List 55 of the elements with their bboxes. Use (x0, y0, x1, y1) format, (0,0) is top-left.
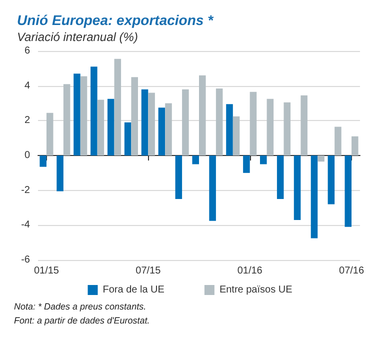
bar (352, 136, 358, 156)
bar (148, 92, 155, 156)
bar (97, 100, 104, 156)
bar (344, 156, 352, 227)
bar (175, 156, 182, 200)
x-tick-label: 01/16 (237, 266, 263, 276)
bar (114, 58, 122, 156)
bar (266, 98, 274, 156)
x-tick-label: 07/15 (136, 266, 162, 276)
y-tick-label: 4 (24, 80, 30, 92)
bar (243, 156, 250, 173)
bar (318, 156, 324, 162)
bar (226, 104, 233, 156)
bar (199, 75, 206, 156)
bar (284, 102, 291, 156)
bar (216, 88, 223, 156)
bar (141, 89, 148, 156)
text: Nota: * Dades a preus constants. (14, 302, 146, 312)
y-tick-label: 6 (24, 46, 30, 56)
bar (192, 156, 199, 164)
x-tick-label: 01/15 (34, 266, 60, 276)
bar (40, 156, 46, 167)
bar (300, 95, 308, 156)
bar (232, 116, 240, 156)
y-tick-label: 0 (24, 150, 30, 161)
bar (56, 156, 64, 192)
x-tick-label: 07/16 (339, 266, 364, 276)
bar (158, 108, 166, 156)
y-tick-label: -4 (21, 220, 30, 231)
bar (63, 84, 70, 156)
bar (90, 66, 98, 156)
bar (124, 122, 132, 156)
bar (46, 112, 54, 156)
bar (260, 156, 267, 164)
text: Font: a partir de dades d'Eurostat. (14, 316, 150, 326)
chart-title: Unió Europea: exportacions * (17, 12, 214, 28)
bar (165, 103, 172, 156)
bar (182, 89, 189, 156)
chart-subtitle: Variació interanual (%) (17, 30, 138, 44)
bar (294, 156, 301, 220)
bar (310, 156, 318, 238)
bar (74, 74, 80, 156)
y-tick-label: -2 (21, 184, 30, 196)
bar (80, 76, 88, 156)
y-tick-label: 2 (24, 115, 30, 126)
bar (276, 156, 284, 200)
legend-label: Entre països UE (219, 284, 293, 296)
bar (107, 98, 114, 156)
legend-label: Fora de la UE (102, 284, 165, 296)
bar (328, 156, 335, 204)
bar (334, 126, 342, 156)
bar (209, 156, 216, 221)
bar (131, 77, 138, 156)
y-tick-label: -6 (21, 254, 30, 266)
bar (250, 92, 257, 156)
